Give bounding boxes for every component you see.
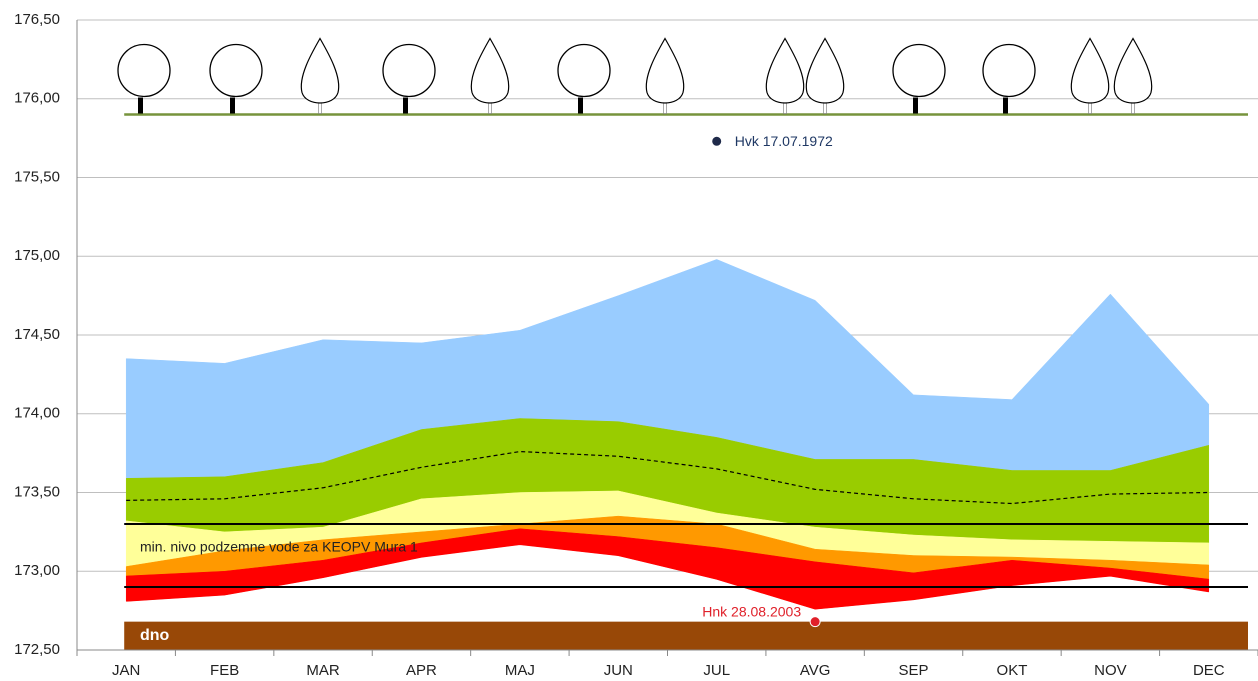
tree-crown [209, 43, 263, 98]
tree-trunk [823, 102, 827, 114]
x-tick-label: MAR [306, 662, 340, 679]
point-label: Hnk 28.08.2003 [702, 603, 801, 619]
band-bottom [126, 543, 1209, 610]
tree-crown [1113, 37, 1153, 104]
tree-trunk [488, 102, 492, 114]
y-tick-label: 176,50 [14, 11, 60, 28]
y-tick-label: 175,00 [14, 247, 60, 264]
y-tick-label: 172,50 [14, 641, 60, 658]
reference-label: min. nivo podzemne vode za KEOPV Mura 1 [140, 539, 418, 555]
tree-crown [645, 37, 685, 104]
tree-trunk [783, 102, 787, 114]
tree-crown [382, 43, 436, 98]
extreme-point [809, 616, 821, 628]
y-tick-label: 174,50 [14, 326, 60, 343]
x-tick-label: JUN [604, 662, 633, 679]
tree-crown [117, 43, 171, 98]
tree-crown [982, 43, 1036, 98]
x-tick-label: MAJ [505, 662, 535, 679]
point-label: Hvk 17.07.1972 [735, 133, 833, 149]
tree-trunk [1088, 102, 1092, 114]
tree-crown [557, 43, 611, 98]
x-tick-label: OKT [997, 662, 1028, 679]
x-tick-label: APR [406, 662, 437, 679]
x-tick-label: SEP [899, 662, 929, 679]
tree-crown [765, 37, 805, 104]
x-tick-label: AVG [800, 662, 831, 679]
tree-trunk [1003, 97, 1008, 114]
x-tick-label: DEC [1193, 662, 1225, 679]
tree-trunk [913, 97, 918, 114]
y-tick-label: 175,50 [14, 168, 60, 185]
tree-crown [300, 37, 340, 104]
y-tick-label: 176,00 [14, 90, 60, 107]
tree-trunk [1131, 102, 1135, 114]
tree-trunk [403, 97, 408, 114]
y-tick-label: 173,00 [14, 562, 60, 579]
x-tick-label: JAN [112, 662, 140, 679]
trees [117, 37, 1153, 114]
tree-trunk [318, 102, 322, 114]
bed-label: dno [140, 627, 170, 644]
tree-trunk [578, 97, 583, 114]
extreme-point [711, 135, 723, 147]
x-tick-label: FEB [210, 662, 239, 679]
tree-crown [805, 37, 845, 104]
tree-crown [892, 43, 946, 98]
tree-trunk [663, 102, 667, 114]
y-tick-label: 174,00 [14, 405, 60, 422]
tree-trunk [138, 97, 143, 114]
tree-trunk [230, 97, 235, 114]
tree-crown [1070, 37, 1110, 104]
x-tick-label: NOV [1094, 662, 1127, 679]
bed [124, 621, 1248, 650]
y-tick-label: 173,50 [14, 483, 60, 500]
tree-crown [470, 37, 510, 104]
x-tick-label: JUL [703, 662, 730, 679]
